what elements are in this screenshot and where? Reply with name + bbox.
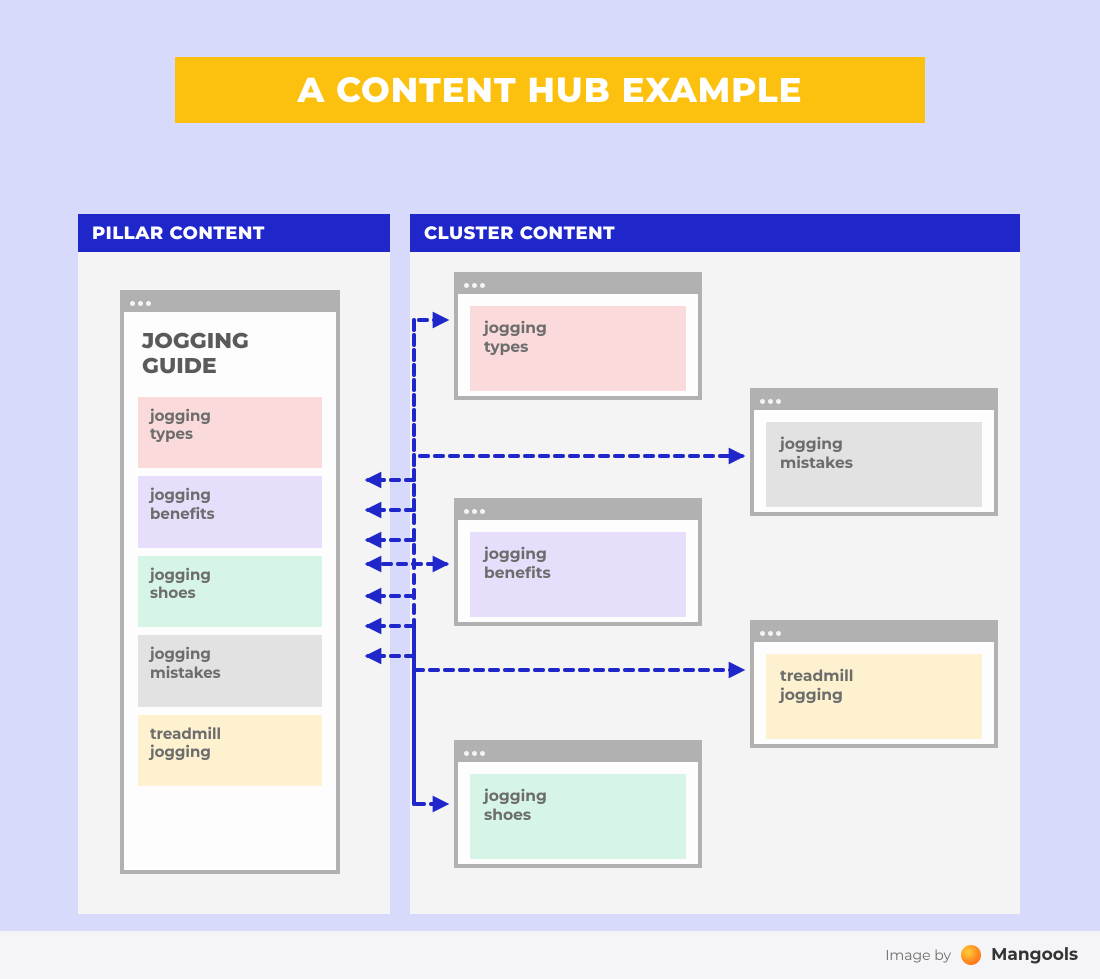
window-titlebar <box>458 502 698 520</box>
window-titlebar <box>124 294 336 312</box>
window-dot-icon <box>768 399 773 404</box>
footer-brand: Mangools <box>991 945 1078 965</box>
window-dot-icon <box>480 509 485 514</box>
pillar-header: PILLAR CONTENT <box>78 214 390 252</box>
window-dot-icon <box>464 751 469 756</box>
footer-prefix: Image by <box>885 946 951 964</box>
cluster-window: treadmilljogging <box>750 620 998 748</box>
pillar-card: joggingmistakes <box>138 635 322 707</box>
window-dot-icon <box>480 751 485 756</box>
pillar-card: joggingbenefits <box>138 476 322 548</box>
window-dot-icon <box>776 399 781 404</box>
window-dot-icon <box>146 301 151 306</box>
cluster-card: joggingtypes <box>470 306 686 391</box>
window-dot-icon <box>472 283 477 288</box>
cluster-card: joggingshoes <box>470 774 686 859</box>
window-titlebar <box>458 744 698 762</box>
window-titlebar <box>754 392 994 410</box>
footer: Image by Mangools <box>0 931 1100 979</box>
window-dot-icon <box>130 301 135 306</box>
pillar-doc-title-text: JOGGINGGUIDE <box>142 327 249 379</box>
pillar-window: JOGGINGGUIDE joggingtypesjoggingbenefits… <box>120 290 340 874</box>
title-banner: A CONTENT HUB EXAMPLE <box>175 57 925 123</box>
window-dot-icon <box>480 283 485 288</box>
window-dot-icon <box>472 751 477 756</box>
window-dot-icon <box>464 509 469 514</box>
pillar-card: joggingtypes <box>138 397 322 469</box>
mangools-logo-icon <box>961 945 981 965</box>
pillar-card: joggingshoes <box>138 556 322 628</box>
window-titlebar <box>458 276 698 294</box>
infographic-canvas: A CONTENT HUB EXAMPLE PILLAR CONTENT JOG… <box>0 0 1100 979</box>
cluster-window: joggingmistakes <box>750 388 998 516</box>
window-dot-icon <box>776 631 781 636</box>
cluster-window: joggingshoes <box>454 740 702 868</box>
window-dot-icon <box>760 399 765 404</box>
cluster-window: joggingtypes <box>454 272 702 400</box>
window-dot-icon <box>768 631 773 636</box>
window-dot-icon <box>138 301 143 306</box>
cluster-window: joggingbenefits <box>454 498 702 626</box>
cluster-card: joggingbenefits <box>470 532 686 617</box>
window-dot-icon <box>760 631 765 636</box>
pillar-card: treadmilljogging <box>138 715 322 787</box>
window-dot-icon <box>472 509 477 514</box>
title-text: A CONTENT HUB EXAMPLE <box>297 69 802 111</box>
cluster-header: CLUSTER CONTENT <box>410 214 1020 252</box>
cluster-card: joggingmistakes <box>766 422 982 507</box>
cluster-card: treadmilljogging <box>766 654 982 739</box>
pillar-doc-title: JOGGINGGUIDE <box>124 312 336 389</box>
window-dot-icon <box>464 283 469 288</box>
window-titlebar <box>754 624 994 642</box>
